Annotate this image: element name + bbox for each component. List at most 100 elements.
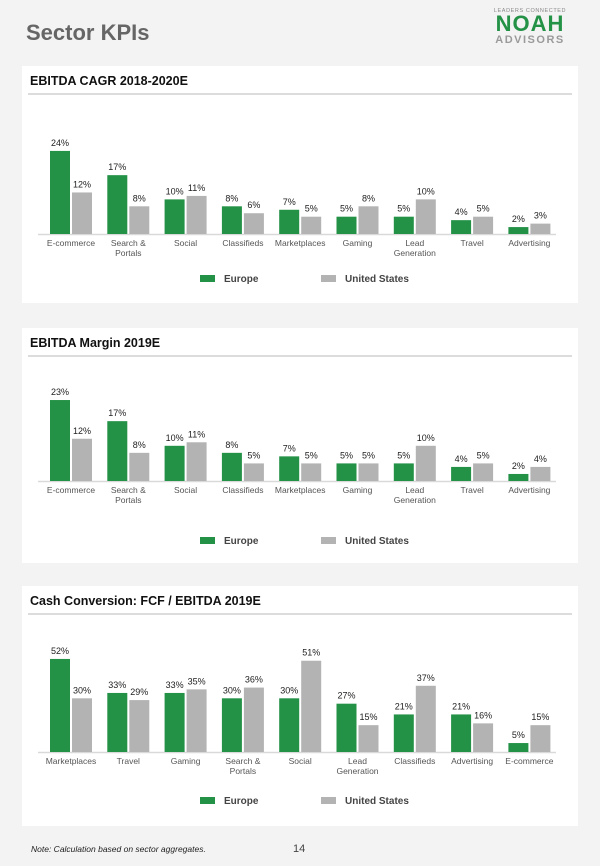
data-label: 2%: [512, 214, 525, 224]
bar-united-states: [243, 463, 264, 481]
data-label: 4%: [534, 454, 547, 464]
legend-swatch-europe: [200, 797, 215, 804]
bar-europe: [279, 209, 300, 234]
data-label: 11%: [188, 429, 205, 439]
data-label: 8%: [362, 193, 375, 203]
data-label: 30%: [223, 685, 241, 695]
x-tick-label: E-commerce: [47, 485, 95, 495]
bar-chart: 23% 12% E-commerce 17% 8% Search &Portals 10% 1…: [38, 387, 556, 547]
bar-united-states: [301, 463, 322, 481]
bar-europe: [393, 216, 414, 234]
page-title: Sector KPIs: [26, 20, 150, 45]
bar-chart: 52% 30% Marketplaces 33% 29% Travel 33% 35% Gami…: [38, 646, 556, 807]
data-label: 23%: [51, 387, 69, 397]
bar-europe: [164, 692, 185, 752]
x-tick-label: Search &: [225, 756, 260, 766]
x-tick-label: Travel: [460, 238, 483, 248]
chart-card-ebitda-cagr: EBITDA CAGR 2018-2020E 24% 12% E-commerce 1…: [22, 66, 578, 303]
legend-label: Europe: [224, 274, 259, 285]
data-label: 8%: [225, 193, 238, 203]
legend-label: United States: [345, 274, 409, 285]
x-tick-label: Classifieds: [394, 756, 435, 766]
data-label: 8%: [225, 440, 238, 450]
bar-united-states: [530, 466, 551, 481]
data-label: 30%: [280, 685, 298, 695]
bar-united-states: [530, 223, 551, 234]
x-tick-label: E-commerce: [47, 238, 95, 248]
data-label: 5%: [340, 204, 353, 214]
chart-title: EBITDA CAGR 2018-2020E: [30, 74, 188, 88]
bar-united-states: [129, 700, 150, 752]
data-label: 35%: [188, 676, 206, 686]
data-label: 6%: [247, 200, 260, 210]
bar-europe: [279, 698, 300, 752]
data-label: 21%: [395, 701, 413, 711]
data-label: 5%: [477, 204, 490, 214]
legend-swatch-united-states: [321, 797, 336, 804]
x-tick-label: Generation: [394, 495, 436, 505]
bar-united-states: [473, 463, 494, 481]
bar-united-states: [72, 438, 92, 481]
x-tick-label: Lead: [405, 238, 424, 248]
chart-title: Cash Conversion: FCF / EBITDA 2019E: [30, 594, 261, 608]
data-label: 5%: [512, 730, 525, 740]
x-tick-label: Travel: [117, 756, 140, 766]
data-label: 51%: [302, 648, 320, 658]
x-tick-label: Generation: [336, 766, 378, 776]
data-label: 24%: [51, 138, 69, 148]
bar-europe: [164, 445, 185, 481]
chart-title: EBITDA Margin 2019E: [30, 336, 161, 350]
legend-label: United States: [345, 536, 409, 547]
bar-europe: [107, 421, 128, 481]
x-tick-label: E-commerce: [505, 756, 553, 766]
bar-united-states: [358, 725, 379, 752]
bar-united-states: [72, 192, 92, 234]
x-tick-label: Lead: [348, 756, 367, 766]
data-label: 33%: [166, 680, 184, 690]
bar-united-states: [129, 452, 150, 481]
x-tick-label: Marketplaces: [46, 756, 97, 766]
bar-europe: [279, 456, 300, 481]
bar-europe: [50, 150, 70, 234]
noah-advisors-logo: LEADERS CONNECTED NOAH ADVISORS: [486, 8, 574, 46]
data-label: 10%: [417, 433, 435, 443]
bar-europe: [508, 473, 529, 481]
bar-chart: 24% 12% E-commerce 17% 8% Search &Portals 10% 1…: [38, 138, 556, 285]
bar-united-states: [186, 442, 207, 481]
bar-europe: [336, 463, 357, 481]
bar-united-states: [415, 685, 436, 752]
title-divider: [28, 613, 572, 615]
data-label: 5%: [362, 450, 375, 460]
bar-europe: [336, 216, 357, 234]
logo-tagline: LEADERS CONNECTED: [493, 8, 567, 14]
legend-swatch-united-states: [321, 537, 336, 544]
legend-swatch-europe: [200, 537, 215, 544]
data-label: 27%: [337, 691, 355, 701]
data-label: 5%: [397, 450, 410, 460]
x-tick-label: Gaming: [343, 485, 373, 495]
data-label: 29%: [130, 687, 148, 697]
bar-united-states: [415, 199, 436, 234]
data-label: 37%: [417, 673, 435, 683]
data-label: 5%: [305, 450, 318, 460]
data-label: 12%: [73, 426, 91, 436]
x-tick-label: Search &: [111, 238, 146, 248]
x-tick-label: Marketplaces: [275, 238, 326, 248]
data-label: 33%: [108, 680, 126, 690]
data-label: 5%: [305, 204, 318, 214]
data-label: 5%: [477, 450, 490, 460]
data-label: 10%: [417, 186, 435, 196]
data-label: 17%: [108, 162, 126, 172]
x-tick-label: Advertising: [508, 238, 550, 248]
x-tick-label: Social: [289, 756, 312, 766]
logo-name: NOAH: [495, 11, 565, 36]
x-tick-label: Classifieds: [222, 238, 263, 248]
bar-europe: [393, 714, 414, 752]
bar-europe: [221, 452, 242, 481]
footnote: Note: Calculation based on sector aggreg…: [31, 844, 206, 854]
x-tick-label: Gaming: [343, 238, 373, 248]
x-tick-label: Portals: [115, 248, 141, 258]
bar-europe: [508, 743, 529, 752]
data-label: 5%: [247, 450, 260, 460]
x-tick-label: Lead: [405, 485, 424, 495]
